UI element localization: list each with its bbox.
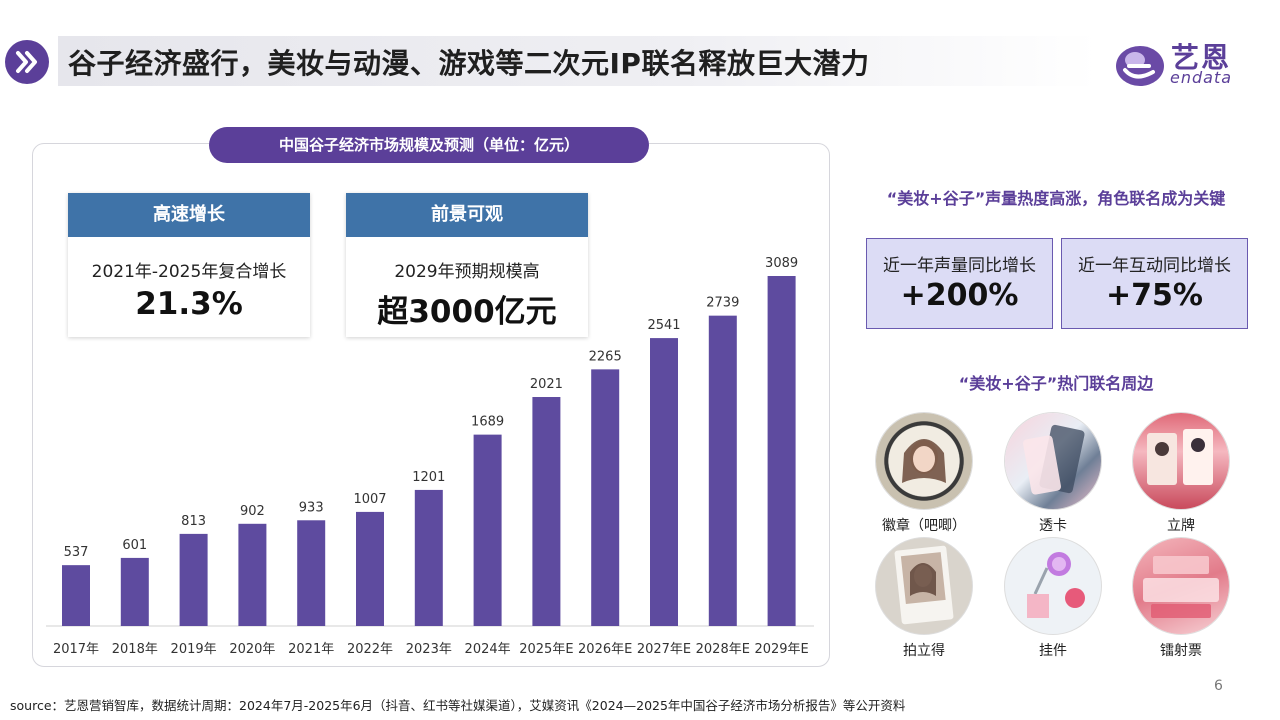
merch-heading: “美妆+谷子”热门联名周边 — [958, 374, 1154, 393]
x-tick-label: 2019年 — [171, 642, 217, 657]
data-label: 2021 — [530, 377, 563, 392]
x-tick-label: 2028年E — [696, 642, 750, 657]
data-label: 1201 — [412, 470, 445, 485]
merch-item-laser-ticket: 镭射票 — [1126, 538, 1236, 660]
data-label: 2265 — [589, 349, 622, 364]
stat-value: +200% — [900, 278, 1019, 313]
merch-item-badge: 徽章（吧唧） — [869, 413, 979, 535]
kpi-subtitle: 2029年预期规模高 — [394, 262, 540, 282]
kpi-heading: 高速增长 — [68, 193, 310, 237]
x-tick-label: 2026年E — [578, 642, 632, 657]
merch-item-standee: 立牌 — [1126, 413, 1236, 535]
data-label: 2739 — [706, 296, 739, 311]
data-label: 902 — [240, 504, 265, 519]
kpi-value: 21.3% — [135, 286, 243, 322]
x-tick-label: 2020年 — [229, 642, 275, 657]
x-tick-label: 2029年E — [754, 642, 808, 657]
x-tick-label: 2023年 — [406, 642, 452, 657]
x-tick-label: 2022年 — [347, 642, 393, 657]
keychain-photo-icon — [1005, 538, 1101, 634]
data-label: 3089 — [765, 256, 798, 271]
kpi-subtitle: 2021年-2025年复合增长 — [91, 262, 287, 282]
data-label: 1007 — [353, 492, 386, 507]
bar-2028年E — [708, 315, 737, 626]
merch-label: 透卡 — [1039, 518, 1067, 534]
stat-label: 近一年互动同比增长 — [1078, 256, 1231, 276]
standee-photo-icon — [1133, 413, 1229, 509]
data-label: 2541 — [647, 318, 680, 333]
endata-logo — [1116, 46, 1164, 86]
x-tick-label: 2018年 — [112, 642, 158, 657]
title-band — [58, 36, 1098, 86]
merch-label: 挂件 — [1039, 643, 1067, 659]
kpi-card-outlook: 前景可观 2029年预期规模高 超3000亿元 — [346, 193, 588, 337]
bar-2022年 — [356, 511, 384, 626]
data-label: 601 — [122, 538, 147, 553]
x-tick-label: 2021年 — [288, 642, 334, 657]
clear-card-photo-icon — [1005, 413, 1101, 509]
market-size-bar-chart: 537 2017年 601 2018年 813 2019年 902 2020年 933 2021年… — [46, 256, 814, 657]
merch-item-keychain: 挂件 — [998, 538, 1108, 660]
merch-label: 立牌 — [1167, 518, 1195, 534]
data-label: 813 — [181, 514, 206, 529]
x-tick-label: 2017年 — [53, 642, 99, 657]
bar-2021年 — [297, 520, 326, 626]
polaroid-photo-icon — [876, 538, 972, 634]
page-number: 6 — [1214, 678, 1223, 694]
merch-item-polaroid: 拍立得 — [869, 538, 979, 660]
stat-label: 近一年声量同比增长 — [883, 256, 1036, 276]
bar-2020年 — [238, 523, 267, 626]
page-title: 谷子经济盛行，美妆与动漫、游戏等二次元IP联名释放巨大潜力 — [68, 47, 870, 80]
data-label: 537 — [64, 545, 89, 560]
x-tick-label: 2025年E — [519, 642, 573, 657]
kpi-value: 超3000亿元 — [377, 294, 557, 330]
x-tick-label: 2027年E — [637, 642, 691, 657]
bar-2029年E — [767, 276, 796, 626]
kpi-heading: 前景可观 — [346, 193, 588, 237]
stat-value: +75% — [1106, 278, 1203, 313]
stat-box-volume: 近一年声量同比增长 +200% — [866, 238, 1053, 329]
logo-text-en: endata — [1170, 68, 1233, 87]
x-tick-label: 2024年 — [465, 642, 511, 657]
stat-box-interaction: 近一年互动同比增长 +75% — [1061, 238, 1248, 329]
bar-2018年 — [120, 557, 149, 626]
buzz-heading: “美妆+谷子”声量热度高涨，角色联名成为关键 — [886, 189, 1226, 208]
bar-2025年E — [532, 397, 561, 626]
merch-label: 徽章（吧唧） — [882, 518, 966, 534]
bar-2017年 — [62, 565, 90, 626]
merch-item-clear-card: 透卡 — [998, 413, 1108, 535]
data-label: 933 — [299, 500, 324, 515]
laser-ticket-photo-icon — [1133, 538, 1229, 634]
bar-2024年 — [473, 434, 502, 626]
logo-text-cn: 艺恩 — [1171, 41, 1232, 74]
bar-2027年E — [650, 338, 678, 626]
bar-2023年 — [414, 489, 443, 626]
kpi-card-growth: 高速增长 2021年-2025年复合增长 21.3% — [68, 193, 310, 337]
chart-title: 中国谷子经济市场规模及预测（单位：亿元） — [209, 127, 649, 163]
bar-2026年E — [591, 369, 620, 626]
chevron-right-icon[interactable] — [5, 40, 49, 84]
badge-photo-icon — [876, 413, 972, 509]
data-label: 1689 — [471, 415, 504, 430]
merch-label: 拍立得 — [903, 643, 945, 659]
bar-2019年 — [179, 533, 208, 626]
merch-label: 镭射票 — [1160, 643, 1202, 659]
source-note: source：艺恩营销智库，数据统计周期：2024年7月-2025年6月（抖音、… — [10, 698, 906, 713]
